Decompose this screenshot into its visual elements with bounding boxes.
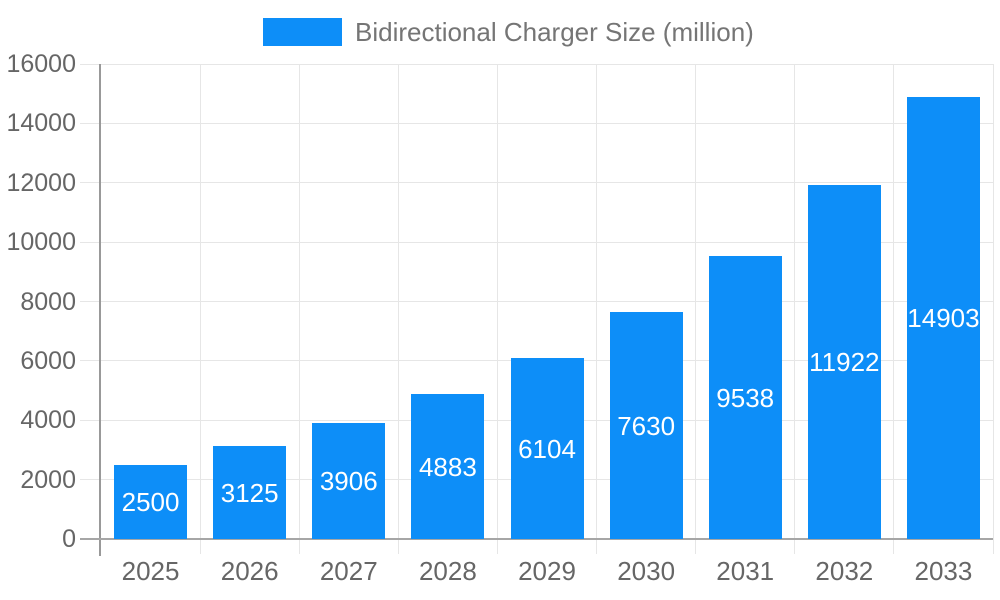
bar-value-label: 11922 xyxy=(809,347,880,377)
y-gridline xyxy=(80,301,993,302)
bar-value-label: 7630 xyxy=(617,410,676,441)
x-axis-tick-label: 2030 xyxy=(617,556,676,586)
x-gridline xyxy=(496,64,498,554)
bar-value-label: 14903 xyxy=(907,303,980,333)
legend[interactable]: Bidirectional Charger Size (million) xyxy=(263,18,754,46)
bar-2030[interactable] xyxy=(609,312,683,539)
bar-value-label: 4883 xyxy=(418,451,477,482)
y-gridline xyxy=(80,122,993,124)
x-axis-tick-label: 2028 xyxy=(418,556,477,586)
x-axis-tick-label: 2026 xyxy=(220,556,279,586)
bar-2027[interactable] xyxy=(312,423,386,539)
bar-2025[interactable] xyxy=(114,465,188,539)
y-axis-tick-label: 10000 xyxy=(6,228,76,257)
bar-2031[interactable] xyxy=(708,256,782,539)
y-axis-tick-label: 6000 xyxy=(20,346,76,375)
bar-value-label: 3906 xyxy=(319,466,378,496)
y-gridline xyxy=(80,63,993,65)
y-gridline xyxy=(80,182,993,184)
bar-value-label: 3125 xyxy=(220,477,279,508)
x-gridline xyxy=(298,64,300,554)
bar-value-label: 9538 xyxy=(716,382,775,413)
y-gridline xyxy=(80,241,993,243)
y-axis-tick-label: 2000 xyxy=(20,465,76,494)
x-gridline xyxy=(596,64,598,554)
bar-2026[interactable] xyxy=(213,446,287,539)
bar-2028[interactable] xyxy=(411,394,485,539)
bar-2029[interactable] xyxy=(510,358,584,539)
x-axis-line xyxy=(80,538,993,540)
x-axis-tick-label: 2027 xyxy=(319,556,378,586)
legend-swatch-icon xyxy=(263,18,342,46)
x-gridline xyxy=(992,64,994,554)
x-axis-tick-label: 2031 xyxy=(716,556,775,586)
bar-value-label: 6104 xyxy=(518,433,576,464)
y-axis-tick-label: 14000 xyxy=(6,109,76,138)
x-gridline xyxy=(794,64,796,554)
x-axis-tick-label: 2033 xyxy=(914,556,973,586)
x-gridline xyxy=(893,64,895,554)
y-axis-tick-label: 0 xyxy=(62,525,76,553)
y-axis-line xyxy=(99,64,101,556)
y-axis-tick-label: 8000 xyxy=(20,287,76,316)
y-axis-tick-label: 4000 xyxy=(20,406,76,435)
y-axis-tick-label: 16000 xyxy=(6,50,76,78)
x-gridline xyxy=(695,64,697,554)
bar-2033[interactable] xyxy=(906,97,980,539)
x-axis-tick-label: 2032 xyxy=(815,556,874,586)
x-gridline xyxy=(199,64,201,554)
x-gridline xyxy=(397,64,399,554)
legend-label: Bidirectional Charger Size (million) xyxy=(355,17,754,47)
bar-value-label: 2500 xyxy=(121,487,180,517)
x-axis-tick-label: 2025 xyxy=(121,556,180,586)
y-axis-tick-label: 12000 xyxy=(6,168,76,197)
bar-2032[interactable] xyxy=(807,185,881,539)
x-axis-tick-label: 2029 xyxy=(518,556,576,586)
